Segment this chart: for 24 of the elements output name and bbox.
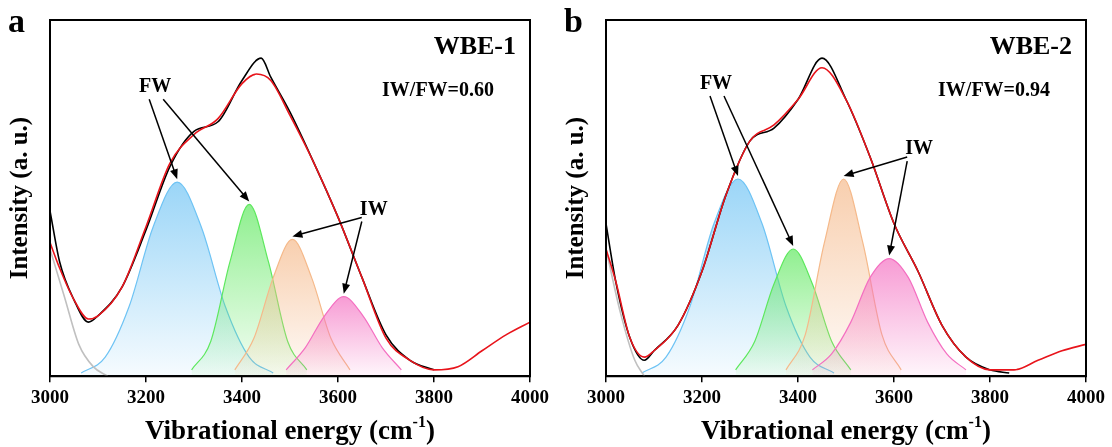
annotation: IW: [359, 196, 388, 219]
annotation: IW/FW=0.94: [938, 78, 1050, 101]
y-axis-title: Intensity (a. u.): [561, 116, 590, 280]
text: a: [8, 1, 25, 39]
y-axis-title: Intensity (a. u.): [5, 116, 34, 280]
x-tick-label: 3800: [415, 385, 453, 407]
x-tick-label: 3000: [587, 385, 625, 407]
x-tick-label: 3800: [971, 385, 1009, 407]
x-tick-label: 3600: [875, 385, 913, 407]
annotation: FW: [139, 74, 172, 97]
chart-title: WBE-2: [989, 30, 1072, 60]
chart-title: WBE-1: [433, 30, 516, 60]
x-tick-label: 3200: [683, 385, 721, 407]
x-tick-label: 3400: [223, 385, 261, 407]
x-tick-label: 3400: [779, 385, 817, 407]
annotation: FW: [699, 71, 733, 94]
x-tick-label: 3000: [31, 385, 69, 407]
x-tick-label: 4000: [511, 385, 549, 407]
x-tick-label: 3200: [127, 385, 165, 407]
annotation: IW/FW=0.60: [382, 78, 494, 101]
annotation: IW: [905, 136, 934, 159]
x-tick-label: 4000: [1067, 385, 1105, 407]
x-tick-label: 3600: [319, 385, 357, 407]
text: b: [564, 1, 583, 39]
